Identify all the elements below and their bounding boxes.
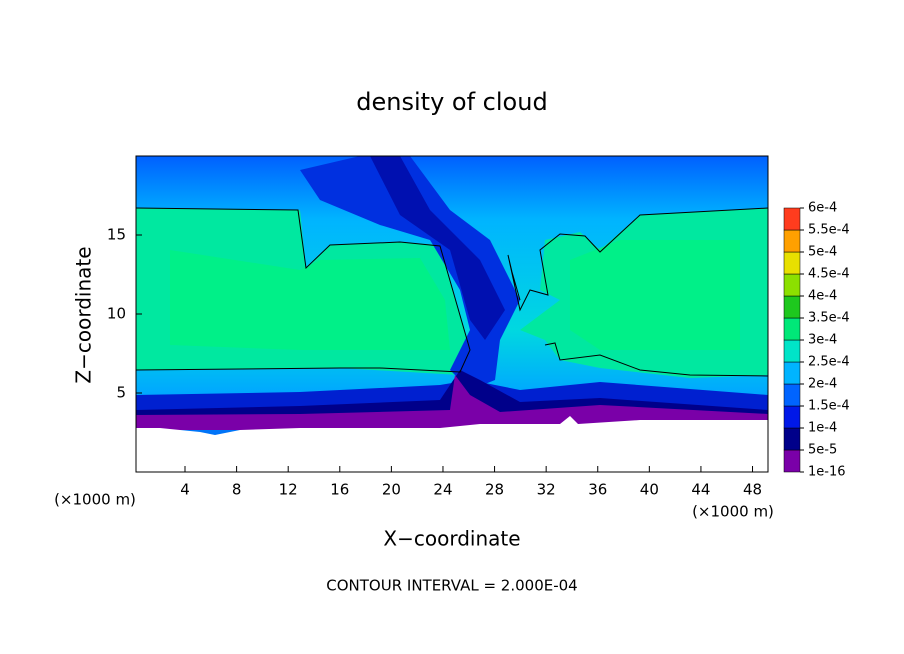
x-tick-label: 28 (485, 481, 504, 499)
x-tick-label: 4 (180, 481, 190, 499)
no-data-region (136, 416, 768, 472)
colorbar-box (783, 251, 801, 275)
x-unit-label: (×1000 m) (692, 503, 774, 521)
colorbar-box (783, 361, 801, 385)
colorbar-box (783, 449, 801, 473)
plume-core (370, 156, 505, 340)
colorbar-label: 1e-16 (808, 465, 846, 480)
x-axis-label: X−coordinate (383, 527, 520, 551)
colorbar-label: 5e-5 (808, 443, 837, 458)
x-tick-label: 20 (382, 481, 401, 499)
plume (300, 156, 520, 390)
colorbar-box (783, 339, 801, 363)
contour-line (136, 207, 471, 373)
y-tick-label: 15 (107, 226, 126, 244)
purple-band (136, 375, 768, 430)
x-tick-label: 32 (537, 481, 556, 499)
colorbar-box (783, 229, 801, 253)
colorbar-label: 3.5e-4 (808, 311, 850, 326)
x-tick-label: 48 (743, 481, 762, 499)
colorbar-box (783, 405, 801, 429)
x-unit-label: (×1000 m) (54, 491, 136, 509)
y-tick-label: 10 (107, 305, 126, 323)
colorbar-label: 2.5e-4 (808, 355, 850, 370)
colorbar-box (783, 295, 801, 319)
colorbar-label: 3e-4 (808, 333, 837, 348)
contour-field (136, 156, 768, 472)
green-core-left (170, 250, 450, 350)
y-axis-label: Z−coordinate (72, 246, 96, 383)
colorbar-label: 4e-4 (808, 289, 837, 304)
colorbar-label: 6e-4 (808, 201, 837, 216)
colorbar-box (783, 317, 801, 341)
colorbar-box (783, 383, 801, 407)
x-tick-label: 40 (640, 481, 659, 499)
x-tick-label: 8 (232, 481, 242, 499)
colorbar-box (783, 427, 801, 451)
x-tick-label: 24 (433, 481, 452, 499)
colorbar-box (783, 273, 801, 297)
x-tick-label: 36 (588, 481, 607, 499)
y-tick-label: 5 (116, 384, 126, 402)
x-tick-label: 44 (691, 481, 710, 499)
colorbar-label: 1.5e-4 (808, 399, 850, 414)
colorbar-label: 5e-4 (808, 245, 837, 260)
colorbar-label: 4.5e-4 (808, 267, 850, 282)
contour-line (507, 207, 768, 377)
x-tick-label: 12 (279, 481, 298, 499)
chart-title: density of cloud (356, 88, 547, 116)
annotation: CONTOUR INTERVAL = 2.000E-04 (326, 577, 577, 595)
colorbar-label: 2e-4 (808, 377, 837, 392)
colorbar-box (783, 207, 801, 231)
x-tick-label: 16 (330, 481, 349, 499)
colorbar-label: 5.5e-4 (808, 223, 850, 238)
green-core-right (570, 240, 740, 350)
colorbar-label: 1e-4 (808, 421, 837, 436)
